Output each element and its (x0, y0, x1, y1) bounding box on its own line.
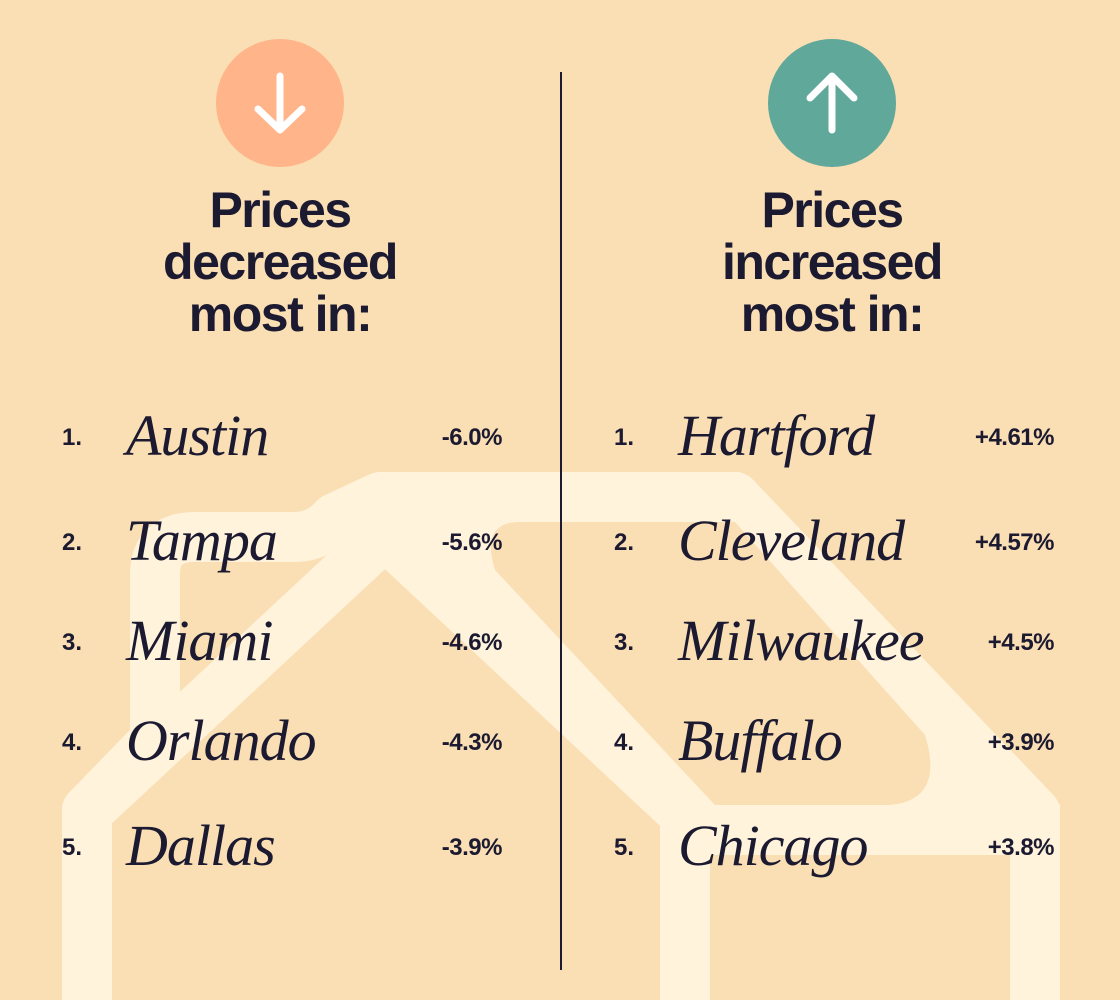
heading-line: Prices (761, 182, 904, 238)
rank: 3. (62, 629, 83, 656)
decreased-list-item: 1. Austin -6.0% (62, 398, 512, 478)
city-name: Austin (126, 403, 269, 468)
increase-badge (768, 39, 896, 167)
heading-line: Prices (209, 182, 352, 238)
city-name: Tampa (126, 508, 278, 573)
city-name: Chicago (678, 813, 869, 878)
decreased-list-item: 4. Orlando -4.3% (62, 703, 512, 783)
city-name: Cleveland (678, 508, 905, 573)
arrow-down-icon (254, 72, 306, 134)
price-change: +3.9% (987, 729, 1055, 756)
rank: 1. (614, 424, 635, 451)
rank: 4. (62, 729, 83, 756)
decreased-list-item: 3. Miami -4.6% (62, 603, 512, 683)
rank: 5. (614, 834, 635, 861)
price-change: +4.57% (974, 529, 1055, 556)
city-name: Milwaukee (678, 608, 924, 673)
city-name: Buffalo (678, 708, 843, 773)
heading-line: decreased (163, 234, 398, 290)
rank: 1. (62, 424, 83, 451)
increased-list-item: 3. Milwaukee +4.5% (614, 603, 1064, 683)
rank: 2. (62, 529, 83, 556)
rank: 5. (62, 834, 83, 861)
city-name: Orlando (126, 708, 317, 773)
rank: 4. (614, 729, 635, 756)
price-change: -6.0% (441, 424, 503, 451)
price-change: +4.61% (974, 424, 1055, 451)
heading-line: most in: (740, 286, 925, 342)
column-divider (560, 72, 562, 970)
city-name: Hartford (678, 403, 875, 468)
increased-list-item: 5. Chicago +3.8% (614, 808, 1064, 888)
increased-list-item: 2. Cleveland +4.57% (614, 503, 1064, 583)
rank: 2. (614, 529, 635, 556)
decreased-list-item: 2. Tampa -5.6% (62, 503, 512, 583)
increased-list-item: 4. Buffalo +3.9% (614, 703, 1064, 783)
city-name: Dallas (126, 813, 276, 878)
increased-list-item: 1. Hartford +4.61% (614, 398, 1064, 478)
city-name: Miami (126, 608, 273, 673)
heading-line: increased (722, 234, 943, 290)
price-change: +4.5% (987, 629, 1055, 656)
price-change: +3.8% (987, 834, 1055, 861)
decreased-list-item: 5. Dallas -3.9% (62, 808, 512, 888)
price-change: -4.3% (441, 729, 503, 756)
price-change: -5.6% (441, 529, 503, 556)
rank: 3. (614, 629, 635, 656)
increased-heading: Prices increased most in: (632, 184, 1032, 340)
heading-line: most in: (188, 286, 373, 342)
price-change: -3.9% (441, 834, 503, 861)
decrease-badge (216, 39, 344, 167)
decreased-heading: Prices decreased most in: (80, 184, 480, 340)
price-change: -4.6% (441, 629, 503, 656)
arrow-up-icon (806, 72, 858, 134)
